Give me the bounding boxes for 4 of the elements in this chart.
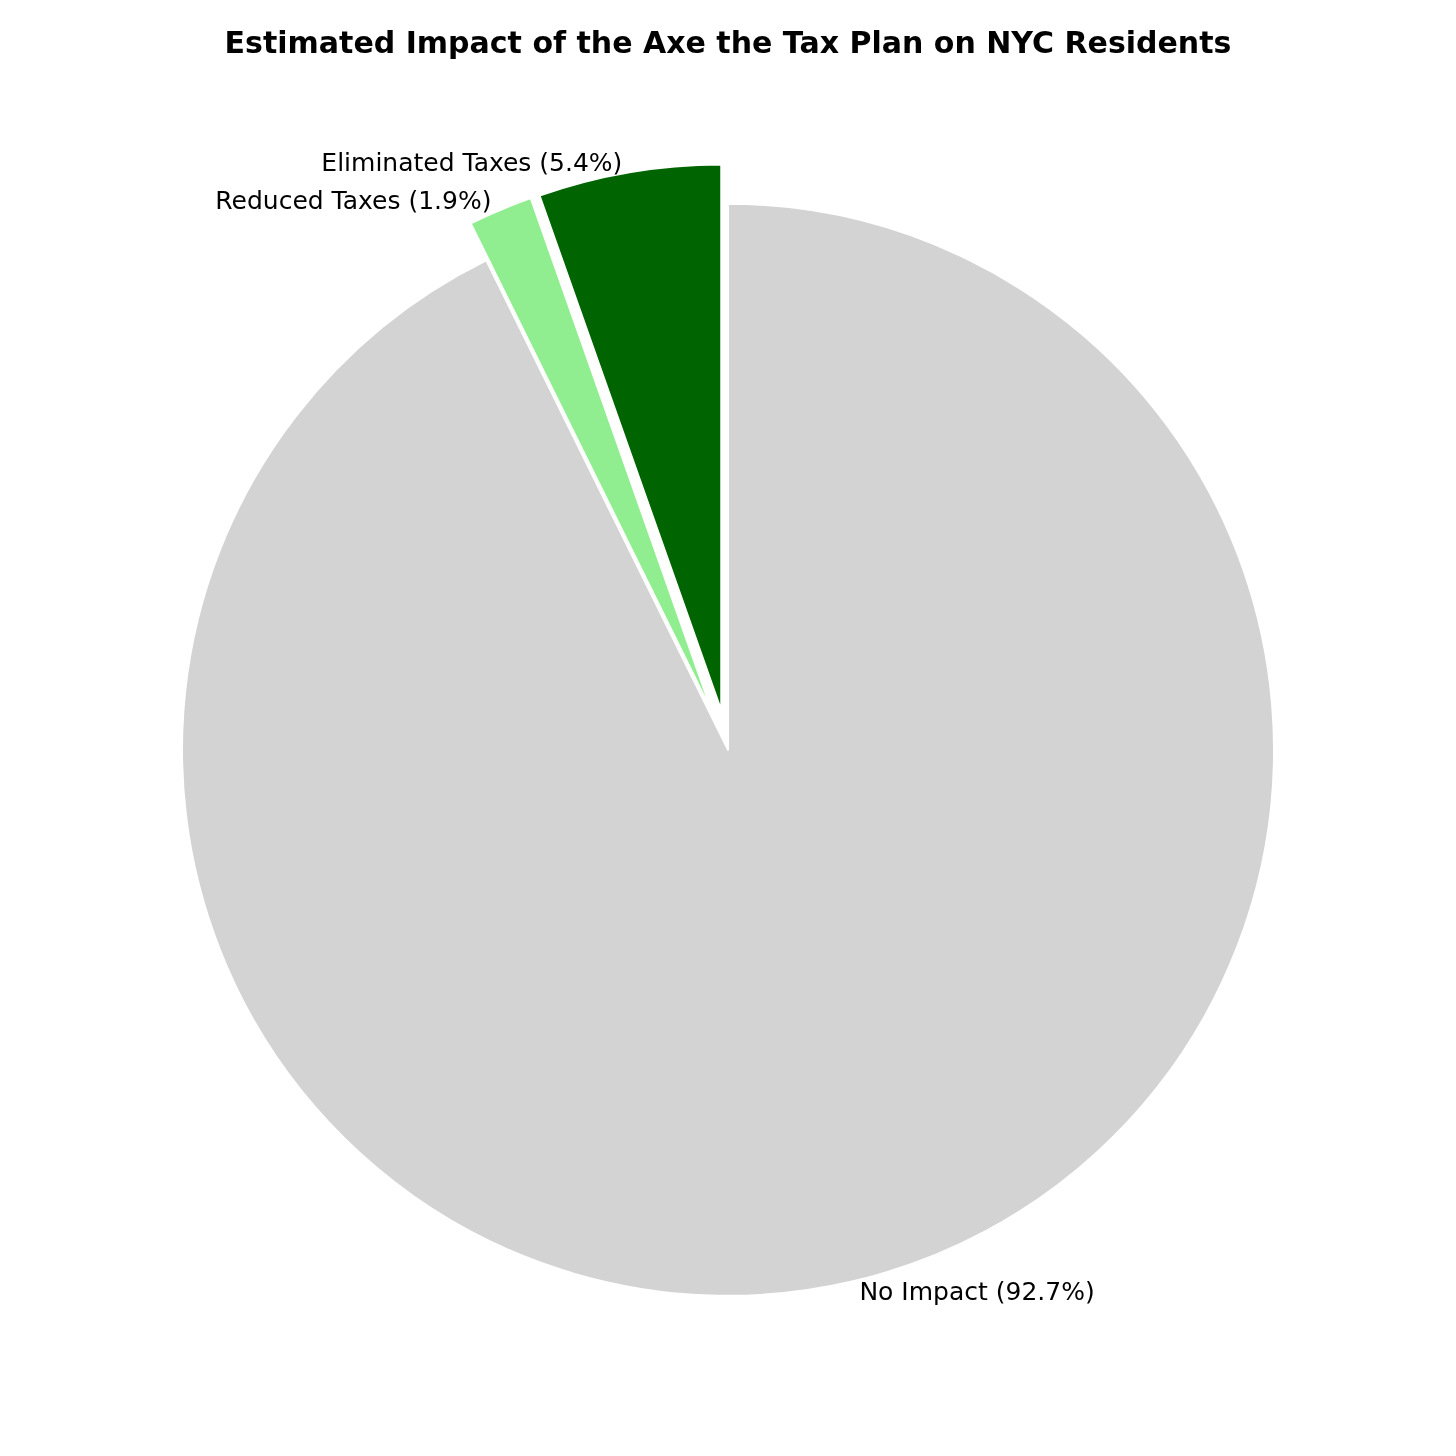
slice-label: Eliminated Taxes (5.4%): [321, 147, 623, 177]
chart-title: Estimated Impact of the Axe the Tax Plan on NYC Residents: [224, 24, 1232, 60]
slice-label: Reduced Taxes (1.9%): [215, 186, 492, 216]
slice-label: No Impact (92.7%): [859, 1276, 1095, 1306]
